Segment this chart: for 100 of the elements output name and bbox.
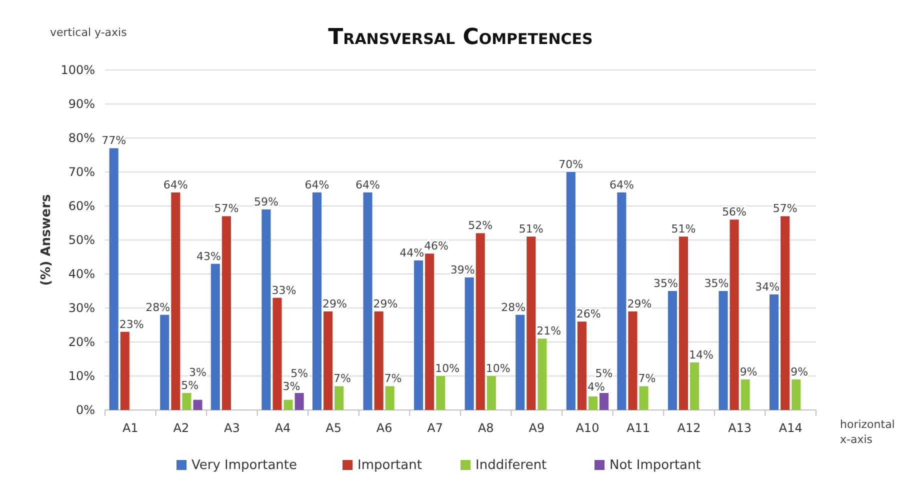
legend-label: Very Importante bbox=[192, 458, 297, 473]
y-tick-label: 40% bbox=[68, 267, 95, 281]
x-tick-label: A13 bbox=[728, 421, 752, 435]
data-label: 77% bbox=[102, 134, 126, 148]
data-label: 3% bbox=[282, 380, 300, 393]
bar bbox=[262, 209, 271, 410]
data-label: 14% bbox=[689, 348, 714, 362]
data-label: 21% bbox=[536, 324, 562, 338]
bar bbox=[160, 314, 170, 410]
bar bbox=[740, 379, 750, 410]
bar bbox=[678, 236, 688, 410]
data-label: 7% bbox=[384, 372, 402, 386]
chart-title: Transversal Competences bbox=[328, 25, 593, 50]
bar bbox=[464, 277, 474, 410]
bar bbox=[272, 298, 282, 410]
data-label: 33% bbox=[272, 284, 296, 297]
data-label: 70% bbox=[558, 158, 584, 171]
bar bbox=[222, 216, 231, 410]
data-label: 56% bbox=[722, 206, 747, 219]
y-tick-label: 10% bbox=[68, 369, 95, 383]
data-label: 43% bbox=[196, 250, 221, 263]
y-tick-label: 50% bbox=[68, 233, 95, 247]
bar bbox=[770, 294, 779, 410]
data-label: 51% bbox=[671, 222, 696, 236]
bar bbox=[120, 332, 130, 410]
text: vertical y-axis bbox=[50, 26, 128, 39]
data-label: 28% bbox=[146, 300, 170, 314]
x-tick-label: A12 bbox=[677, 421, 701, 435]
bar bbox=[690, 362, 700, 410]
data-label: 5% bbox=[181, 379, 199, 392]
bar bbox=[628, 311, 638, 410]
y-tick-label: 100% bbox=[60, 63, 95, 77]
data-label: 7% bbox=[638, 372, 656, 386]
data-label: 23% bbox=[119, 318, 144, 331]
bar bbox=[425, 254, 434, 410]
data-label: 9% bbox=[740, 365, 758, 378]
bar bbox=[730, 220, 739, 410]
bar bbox=[414, 260, 424, 410]
data-label: 26% bbox=[576, 308, 601, 321]
bar bbox=[792, 379, 801, 410]
x-tick-label: A5 bbox=[326, 421, 342, 435]
bar bbox=[182, 393, 192, 410]
x-tick-label: A7 bbox=[427, 421, 444, 435]
bar bbox=[526, 236, 536, 410]
bar bbox=[566, 172, 576, 410]
bar bbox=[334, 386, 344, 410]
legend-label: Important bbox=[358, 458, 422, 473]
data-label: 57% bbox=[214, 202, 239, 216]
x-tick-label: A2 bbox=[173, 421, 190, 435]
bar bbox=[323, 311, 333, 410]
data-label: 44% bbox=[400, 246, 424, 260]
data-label: 3% bbox=[189, 366, 206, 379]
bar bbox=[538, 338, 547, 410]
text: horizontal x-axis bbox=[840, 418, 895, 446]
y-tick-label: 0% bbox=[76, 403, 95, 417]
data-label: 46% bbox=[424, 240, 449, 253]
data-label: 64% bbox=[609, 178, 634, 192]
x-tick-label: A1 bbox=[122, 421, 138, 435]
bar bbox=[486, 376, 496, 410]
data-label: 35% bbox=[654, 277, 678, 290]
bar bbox=[363, 192, 372, 410]
bar bbox=[210, 264, 220, 410]
bar bbox=[171, 192, 180, 410]
bar bbox=[385, 386, 394, 410]
data-label: 51% bbox=[518, 222, 544, 236]
data-label: 34% bbox=[755, 280, 780, 294]
y-tick-label: 60% bbox=[68, 199, 95, 213]
y-tick-label: 70% bbox=[68, 165, 95, 179]
data-label: 28% bbox=[501, 300, 526, 314]
bar bbox=[588, 396, 598, 410]
y-tick-label: 90% bbox=[68, 97, 95, 111]
x-tick-label: A3 bbox=[224, 421, 240, 435]
data-label: 4% bbox=[587, 380, 605, 394]
x-tick-label: A4 bbox=[274, 421, 291, 435]
data-label: 5% bbox=[595, 367, 613, 380]
bar bbox=[193, 400, 202, 410]
data-label: 7% bbox=[334, 372, 351, 386]
bar bbox=[617, 192, 626, 410]
x-tick-label: A9 bbox=[528, 421, 545, 435]
x-tick-label: A10 bbox=[576, 421, 600, 435]
data-label: 52% bbox=[468, 219, 493, 232]
data-label: 9% bbox=[790, 365, 808, 378]
bar bbox=[577, 322, 586, 410]
x-tick-label: A11 bbox=[626, 421, 650, 435]
data-label: 5% bbox=[290, 367, 308, 380]
bar bbox=[284, 400, 293, 410]
data-label: 64% bbox=[356, 178, 380, 192]
data-label: 64% bbox=[163, 178, 188, 192]
y-tick-label: 80% bbox=[68, 131, 95, 145]
data-label: 29% bbox=[627, 297, 652, 310]
data-label: 35% bbox=[704, 277, 729, 290]
legend-label: Inddiferent bbox=[476, 458, 547, 473]
data-label: 10% bbox=[486, 362, 510, 375]
x-tick-label: A8 bbox=[478, 421, 494, 435]
bar bbox=[374, 311, 384, 410]
data-label: 10% bbox=[435, 362, 460, 375]
data-label: 57% bbox=[772, 202, 798, 216]
y-tick-label: 30% bbox=[68, 301, 95, 315]
bar bbox=[294, 393, 304, 410]
bar bbox=[600, 393, 609, 410]
